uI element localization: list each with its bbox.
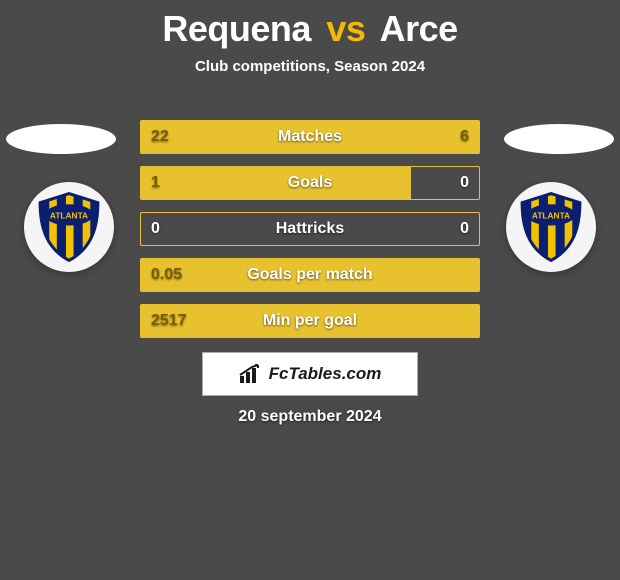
svg-text:ATLANTA: ATLANTA — [50, 211, 88, 221]
stat-value-left: 0 — [151, 220, 160, 238]
stat-value-left: 22 — [151, 128, 169, 146]
stat-value-left: 0.05 — [151, 266, 182, 284]
player2-club-badge: ATLANTA — [506, 182, 596, 272]
stat-bar: Goals1 0 — [140, 166, 480, 200]
club-crest-icon: ATLANTA — [31, 189, 107, 265]
stat-label: Goals — [141, 174, 479, 192]
stat-value-right: 6 — [460, 128, 469, 146]
club-crest-icon: ATLANTA — [513, 189, 589, 265]
branding-box: FcTables.com — [202, 352, 418, 396]
stat-value-right: 0 — [460, 220, 469, 238]
stat-bar: Min per goal2517 — [140, 304, 480, 338]
stat-bar: Hattricks0 0 — [140, 212, 480, 246]
player1-name: Requena — [162, 8, 311, 49]
stat-label: Hattricks — [141, 220, 479, 238]
chart-icon — [239, 364, 263, 384]
player1-silhouette — [6, 124, 116, 154]
player1-club-badge: ATLANTA — [24, 182, 114, 272]
stat-value-right: 0 — [460, 174, 469, 192]
subtitle: Club competitions, Season 2024 — [0, 58, 620, 75]
player2-silhouette — [504, 124, 614, 154]
svg-text:ATLANTA: ATLANTA — [532, 211, 570, 221]
stat-value-left: 2517 — [151, 312, 187, 330]
player2-name: Arce — [380, 8, 458, 49]
vs-label: vs — [326, 8, 365, 49]
date-label: 20 september 2024 — [0, 408, 620, 426]
stat-bar: Goals per match0.05 — [140, 258, 480, 292]
stat-bar: Matches22 6 — [140, 120, 480, 154]
stat-label: Matches — [141, 128, 479, 146]
comparison-title: Requena vs Arce — [0, 0, 620, 50]
stat-label: Min per goal — [141, 312, 479, 330]
stat-bars: Matches226Goals10Hattricks00Goals per ma… — [140, 120, 480, 350]
stat-value-left: 1 — [151, 174, 160, 192]
stat-label: Goals per match — [141, 266, 479, 284]
branding-text: FcTables.com — [269, 364, 382, 384]
